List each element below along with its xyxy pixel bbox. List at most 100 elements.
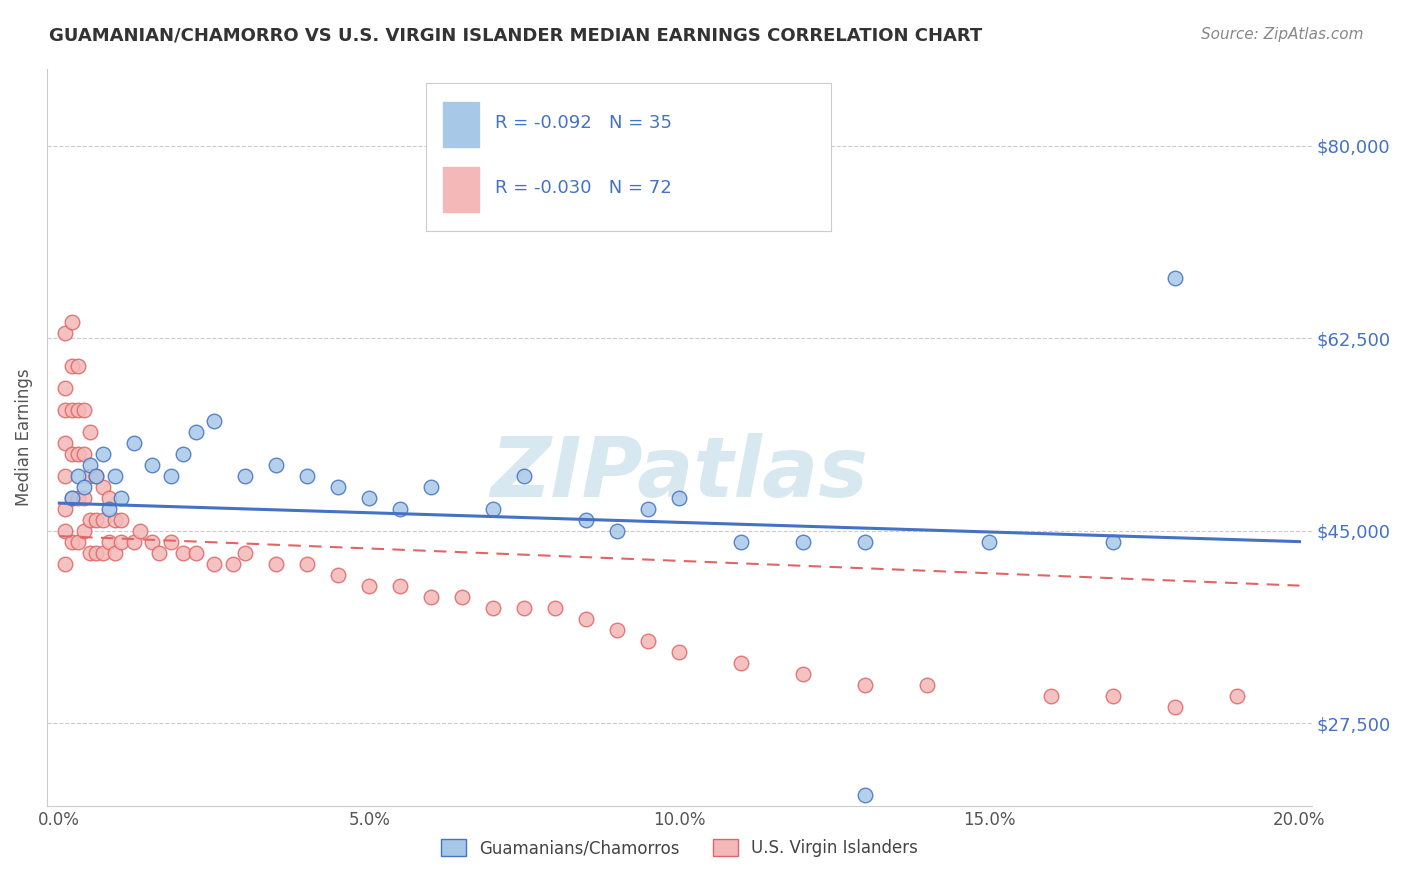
Point bbox=[73, 447, 96, 461]
Point bbox=[172, 546, 194, 560]
Point bbox=[233, 546, 256, 560]
Point bbox=[110, 513, 132, 527]
Point bbox=[79, 513, 101, 527]
Point bbox=[389, 579, 412, 593]
Point bbox=[55, 402, 77, 417]
Point bbox=[91, 447, 114, 461]
Point bbox=[297, 468, 319, 483]
Point bbox=[637, 633, 659, 648]
Point bbox=[73, 524, 96, 538]
Point bbox=[86, 513, 108, 527]
Point bbox=[172, 447, 194, 461]
Text: Source: ZipAtlas.com: Source: ZipAtlas.com bbox=[1201, 27, 1364, 42]
Point bbox=[730, 656, 752, 670]
Point bbox=[97, 501, 120, 516]
Point bbox=[73, 402, 96, 417]
Point bbox=[60, 534, 83, 549]
Point bbox=[55, 501, 77, 516]
Point bbox=[606, 524, 628, 538]
Legend: Guamanians/Chamorros, U.S. Virgin Islanders: Guamanians/Chamorros, U.S. Virgin Island… bbox=[434, 832, 925, 863]
Point bbox=[141, 458, 163, 472]
Point bbox=[55, 557, 77, 571]
Point bbox=[184, 425, 207, 439]
Point bbox=[86, 546, 108, 560]
Point bbox=[141, 534, 163, 549]
Point bbox=[420, 590, 443, 604]
Point bbox=[79, 458, 101, 472]
Point bbox=[420, 480, 443, 494]
Point bbox=[202, 557, 225, 571]
Text: ZIPatlas: ZIPatlas bbox=[491, 434, 869, 515]
Point bbox=[979, 534, 1001, 549]
Point bbox=[66, 447, 89, 461]
Point bbox=[202, 414, 225, 428]
Point bbox=[1164, 699, 1187, 714]
Point bbox=[917, 678, 939, 692]
Point bbox=[792, 534, 814, 549]
Point bbox=[91, 480, 114, 494]
Point bbox=[482, 600, 505, 615]
Point bbox=[79, 425, 101, 439]
Point bbox=[60, 447, 83, 461]
Point bbox=[66, 359, 89, 373]
Point bbox=[55, 524, 77, 538]
Point bbox=[1164, 270, 1187, 285]
Point bbox=[129, 524, 152, 538]
Point bbox=[86, 468, 108, 483]
Point bbox=[60, 491, 83, 505]
Point bbox=[91, 546, 114, 560]
Point bbox=[730, 534, 752, 549]
Point bbox=[122, 534, 145, 549]
Point bbox=[55, 326, 77, 340]
Point bbox=[266, 458, 288, 472]
Point bbox=[97, 534, 120, 549]
Point bbox=[79, 468, 101, 483]
Point bbox=[482, 501, 505, 516]
Point bbox=[513, 468, 536, 483]
Point bbox=[544, 600, 567, 615]
Point bbox=[86, 468, 108, 483]
Point bbox=[1102, 689, 1125, 703]
Point bbox=[575, 513, 598, 527]
Point bbox=[60, 315, 83, 329]
Point bbox=[513, 600, 536, 615]
Point bbox=[297, 557, 319, 571]
Point bbox=[792, 666, 814, 681]
Point bbox=[855, 678, 877, 692]
Point bbox=[60, 402, 83, 417]
Point bbox=[110, 491, 132, 505]
Point bbox=[184, 546, 207, 560]
Point bbox=[451, 590, 474, 604]
Point bbox=[66, 402, 89, 417]
Point bbox=[575, 612, 598, 626]
Point bbox=[79, 546, 101, 560]
Point bbox=[389, 501, 412, 516]
Point bbox=[91, 513, 114, 527]
Point bbox=[55, 435, 77, 450]
Point bbox=[160, 468, 183, 483]
Point bbox=[66, 468, 89, 483]
Point bbox=[668, 491, 690, 505]
Point bbox=[328, 567, 350, 582]
Point bbox=[104, 513, 127, 527]
Point bbox=[73, 491, 96, 505]
Point bbox=[148, 546, 170, 560]
Point bbox=[104, 468, 127, 483]
Point bbox=[66, 534, 89, 549]
Point bbox=[668, 645, 690, 659]
Point bbox=[855, 534, 877, 549]
Point bbox=[328, 480, 350, 494]
Point bbox=[55, 381, 77, 395]
Point bbox=[160, 534, 183, 549]
Point bbox=[60, 359, 83, 373]
Point bbox=[73, 480, 96, 494]
Point bbox=[233, 468, 256, 483]
Point bbox=[55, 468, 77, 483]
Point bbox=[359, 491, 381, 505]
Point bbox=[97, 491, 120, 505]
Point bbox=[66, 491, 89, 505]
Point bbox=[637, 501, 659, 516]
Point bbox=[110, 534, 132, 549]
Point bbox=[359, 579, 381, 593]
Point bbox=[60, 491, 83, 505]
